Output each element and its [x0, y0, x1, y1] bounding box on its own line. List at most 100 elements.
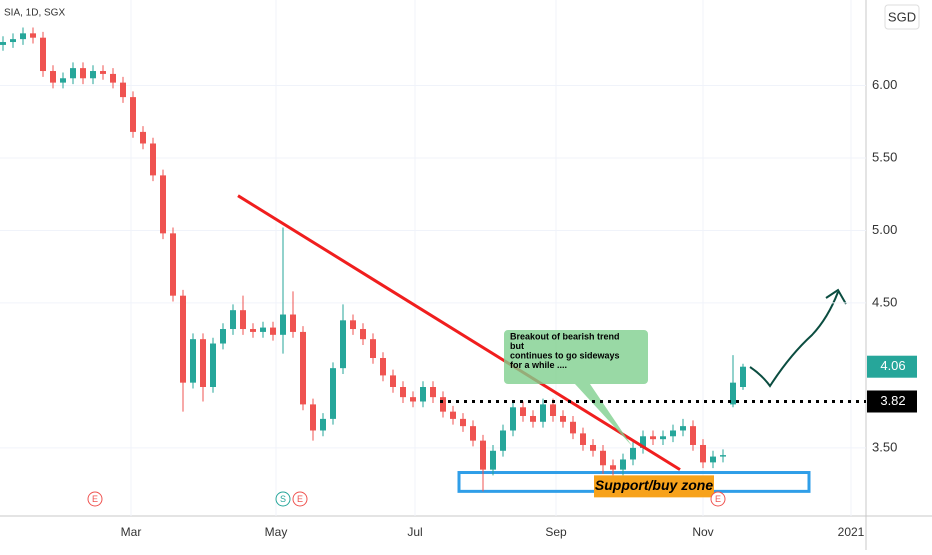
candle-body	[150, 143, 156, 176]
candle-body	[550, 404, 556, 416]
chart-title: SIA, 1D, SGX	[4, 8, 65, 19]
candle-body	[620, 459, 626, 470]
candle-body	[430, 387, 436, 398]
event-marker	[275, 491, 291, 507]
candle-body	[250, 329, 256, 332]
candle-body	[200, 339, 206, 387]
y-tick-label: 5.50	[872, 149, 897, 164]
currency: SGD	[888, 9, 916, 24]
callout-text: but	[510, 341, 524, 351]
x-tick-label: Mar	[121, 525, 142, 539]
candle-body	[340, 320, 346, 369]
candle-body	[160, 175, 166, 234]
callout-text: continues to go sideways	[510, 350, 620, 360]
candle-body	[460, 418, 466, 427]
candle-body	[390, 375, 396, 387]
candle-body	[670, 430, 676, 437]
candle-body	[10, 39, 16, 43]
y-tick-label: 3.50	[872, 439, 897, 454]
candle-body	[230, 310, 236, 330]
level-label-box	[867, 390, 917, 413]
candle-body	[220, 329, 226, 344]
candle-body	[40, 37, 46, 72]
candle-body	[210, 343, 216, 387]
candle-body	[400, 387, 406, 398]
support-label: Support/buy zone	[595, 477, 713, 493]
event-marker	[710, 491, 726, 507]
event-label: S	[280, 494, 286, 504]
candle-body	[680, 426, 686, 431]
candle-body	[510, 407, 516, 431]
candle-body	[480, 440, 486, 470]
candle-body	[720, 455, 726, 457]
candle-body	[240, 310, 246, 330]
candle-body	[520, 407, 526, 416]
candle-body	[420, 387, 426, 402]
candle-body	[700, 444, 706, 463]
candle-body	[0, 42, 6, 45]
candle-body	[600, 450, 606, 466]
candle-body	[180, 295, 186, 383]
candle-body	[630, 447, 636, 460]
candle-body	[300, 331, 306, 405]
event-marker	[87, 491, 103, 507]
candle-body	[50, 71, 56, 83]
candle-body	[190, 339, 196, 383]
y-tick-label: 5.00	[872, 222, 897, 237]
event-label: E	[297, 494, 303, 504]
trendline	[237, 194, 681, 471]
last-price-label: 4.06	[880, 358, 905, 373]
candle-body	[280, 314, 286, 335]
arrow	[749, 288, 847, 388]
candle-body	[590, 444, 596, 451]
candle-body	[100, 71, 106, 74]
candle-body	[410, 397, 416, 402]
candle-body	[500, 430, 506, 451]
candle-body	[650, 436, 656, 440]
event-label: E	[715, 494, 721, 504]
candle-body	[120, 82, 126, 98]
candle-body	[730, 382, 736, 405]
candle-body	[350, 320, 356, 330]
candle-body	[290, 314, 296, 332]
candle-body	[530, 415, 536, 422]
callout-text: for a while ....	[510, 360, 567, 370]
candle-body	[90, 71, 96, 79]
candle-body	[740, 366, 746, 387]
candle-body	[360, 329, 366, 340]
candle-body	[440, 397, 446, 412]
candle-body	[30, 33, 36, 38]
y-tick-label: 6.00	[872, 77, 897, 92]
candle-body	[640, 436, 646, 448]
candle-body	[660, 436, 666, 440]
candle-body	[490, 450, 496, 470]
candle-body	[320, 418, 326, 431]
candle-body	[580, 433, 586, 445]
x-tick-label: Nov	[692, 525, 713, 539]
candle-body	[450, 411, 456, 419]
currency-box	[884, 4, 920, 30]
level-label: 3.82	[880, 393, 905, 408]
candle-body	[710, 456, 716, 463]
callout-box	[504, 330, 648, 446]
callout-text: Breakout of bearish trend	[510, 331, 620, 341]
candle-body	[380, 358, 386, 376]
support-label-box	[594, 475, 714, 498]
candle-body	[690, 426, 696, 445]
candle-body	[60, 78, 66, 83]
candle-body	[130, 97, 136, 132]
candle-body	[560, 415, 566, 422]
candle-body	[370, 339, 376, 359]
candle-body	[330, 368, 336, 419]
candle-body	[540, 404, 546, 422]
candle-body	[270, 327, 276, 335]
x-tick-label: May	[265, 525, 288, 539]
candle-body	[310, 404, 316, 431]
x-tick-label: Sep	[545, 525, 567, 539]
candle-body	[140, 131, 146, 144]
x-tick-label: Jul	[407, 525, 422, 539]
event-marker	[292, 491, 308, 507]
